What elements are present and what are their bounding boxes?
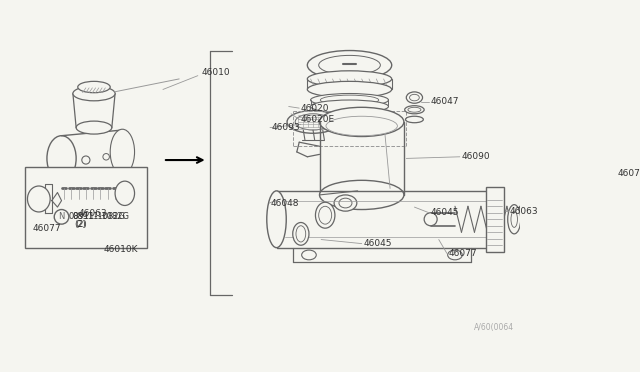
Text: (2): (2) — [74, 221, 86, 230]
Ellipse shape — [296, 226, 306, 242]
Text: 46077: 46077 — [33, 224, 61, 234]
Text: 46071: 46071 — [617, 169, 640, 177]
Text: 46020E: 46020E — [301, 115, 335, 124]
Ellipse shape — [76, 121, 112, 134]
Text: 46048: 46048 — [271, 199, 300, 208]
Ellipse shape — [320, 95, 379, 105]
Text: 46010K: 46010K — [104, 245, 138, 254]
Ellipse shape — [103, 154, 109, 160]
Ellipse shape — [307, 51, 392, 80]
Ellipse shape — [404, 106, 424, 114]
Ellipse shape — [339, 198, 352, 208]
Text: 46047: 46047 — [431, 97, 459, 106]
Ellipse shape — [410, 94, 419, 101]
Bar — [486, 187, 504, 252]
Ellipse shape — [319, 206, 332, 224]
Ellipse shape — [287, 110, 339, 133]
Ellipse shape — [82, 156, 90, 164]
Ellipse shape — [526, 205, 540, 234]
Text: 46045: 46045 — [431, 208, 459, 217]
Ellipse shape — [448, 250, 462, 260]
Ellipse shape — [301, 250, 316, 260]
Ellipse shape — [115, 181, 134, 205]
Text: 46093: 46093 — [271, 123, 300, 132]
Text: (2): (2) — [76, 221, 87, 230]
Ellipse shape — [406, 92, 422, 103]
Ellipse shape — [319, 55, 380, 75]
Ellipse shape — [110, 129, 134, 174]
Text: 46090: 46090 — [461, 152, 490, 161]
Ellipse shape — [319, 180, 404, 209]
Ellipse shape — [28, 186, 50, 212]
Text: 46020: 46020 — [301, 104, 330, 113]
Ellipse shape — [267, 191, 286, 248]
Ellipse shape — [295, 114, 331, 130]
Ellipse shape — [78, 81, 110, 93]
Ellipse shape — [334, 195, 357, 211]
Text: N: N — [58, 212, 65, 221]
Text: 46063: 46063 — [509, 207, 538, 216]
Ellipse shape — [85, 189, 98, 201]
Text: 46063: 46063 — [79, 209, 107, 218]
Ellipse shape — [424, 213, 437, 226]
Ellipse shape — [292, 222, 309, 245]
Ellipse shape — [508, 205, 521, 234]
Ellipse shape — [406, 116, 423, 123]
Text: 08911-1082G: 08911-1082G — [69, 212, 126, 221]
Ellipse shape — [408, 107, 421, 112]
Ellipse shape — [310, 100, 388, 113]
Text: 08911-1082G: 08911-1082G — [72, 212, 129, 221]
Ellipse shape — [307, 71, 392, 87]
Ellipse shape — [511, 211, 518, 227]
Text: 46077: 46077 — [449, 249, 477, 258]
Ellipse shape — [307, 81, 392, 97]
Ellipse shape — [326, 116, 397, 136]
Text: 46045: 46045 — [364, 239, 392, 248]
Ellipse shape — [73, 86, 115, 101]
Text: A/60(0064: A/60(0064 — [474, 323, 514, 332]
Text: 46010: 46010 — [201, 68, 230, 77]
Ellipse shape — [310, 93, 388, 106]
Ellipse shape — [47, 136, 76, 181]
Bar — [25, 167, 147, 248]
Ellipse shape — [319, 107, 404, 137]
Ellipse shape — [316, 202, 335, 228]
